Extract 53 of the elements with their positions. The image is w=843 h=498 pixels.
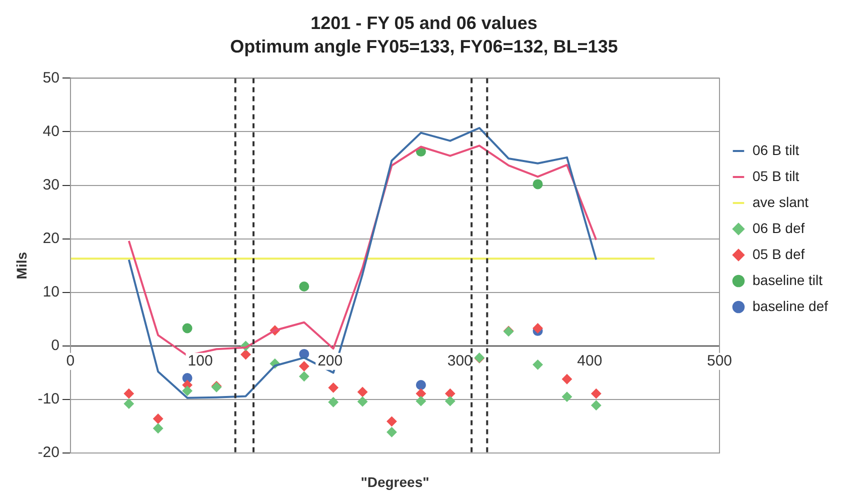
point	[591, 400, 602, 410]
point	[153, 423, 164, 434]
point	[562, 374, 572, 384]
legend-label: baseline def	[752, 298, 828, 314]
legend-label: 06 B def	[752, 220, 805, 236]
y-tick-label: 20	[42, 230, 60, 247]
chart-subtitle: Optimum angle FY05=133, FY06=132, BL=135	[230, 36, 618, 56]
y-tick-label: 30	[42, 176, 60, 194]
point	[124, 388, 134, 399]
point	[182, 386, 192, 396]
point	[358, 396, 368, 407]
point	[153, 414, 164, 424]
y-tick-label: -10	[38, 390, 60, 408]
y-axis-title: Mils	[13, 252, 30, 280]
legend-label: baseline tilt	[752, 272, 823, 288]
y-tick-label: 40	[42, 122, 60, 140]
point	[240, 349, 251, 360]
point	[591, 388, 602, 399]
point	[328, 397, 338, 408]
point	[416, 396, 426, 406]
point	[358, 386, 368, 397]
point	[299, 361, 310, 372]
point	[562, 392, 572, 402]
point	[445, 388, 456, 399]
x-axis-title: "Degrees"	[360, 474, 430, 490]
chart-title: 1201 - FY 05 and 06 values	[310, 12, 538, 33]
x-tick-label: 0	[66, 352, 75, 370]
point	[124, 398, 134, 409]
point	[532, 179, 543, 190]
point	[532, 360, 543, 370]
point	[445, 396, 456, 406]
point	[328, 382, 338, 393]
x-tick-label: 100	[188, 352, 213, 370]
y-tick-label: 50	[42, 69, 60, 86]
legend-label: 06 B tilt	[752, 142, 800, 158]
x-tick-label: 500	[706, 352, 732, 370]
y-tick-label: 10	[42, 284, 60, 301]
point	[386, 427, 397, 438]
legend-label: 05 B tilt	[752, 168, 800, 184]
x-tick-label: 200	[318, 352, 343, 370]
y-tick-label: -20	[38, 444, 60, 462]
x-tick-label: 300	[447, 352, 472, 370]
legend-label: ave slant	[752, 194, 809, 210]
legend-label: 05 B def	[752, 246, 805, 262]
point	[299, 371, 310, 382]
point	[299, 281, 310, 292]
point	[532, 323, 543, 334]
point	[416, 388, 426, 399]
y-tick-label: 0	[51, 337, 60, 354]
point	[182, 323, 192, 334]
point	[386, 416, 397, 426]
x-tick-label: 400	[577, 352, 602, 370]
point	[416, 380, 426, 390]
